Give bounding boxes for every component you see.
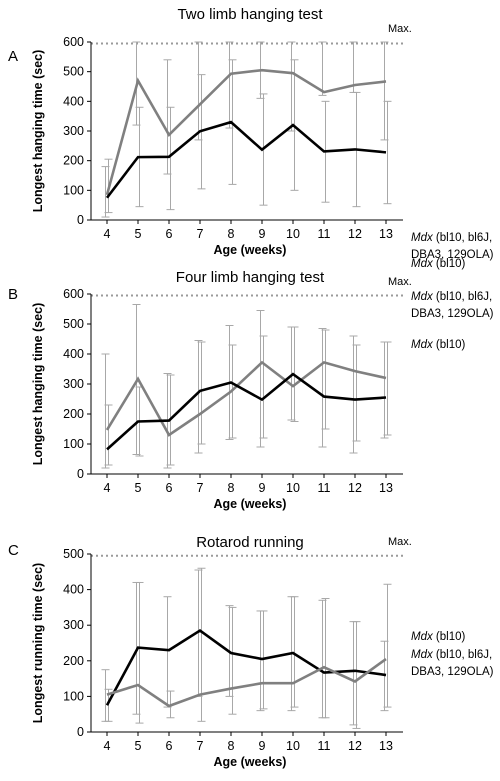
y-tick-label: 200 [63,654,84,668]
legend-strain: Mdx [411,291,434,303]
x-tick-label: 9 [259,227,266,241]
max-label: Max. [388,23,412,35]
y-axis-label: Longest running time (sec) [31,563,45,723]
x-tick-label: 8 [228,227,235,241]
y-tick-label: 400 [63,347,84,361]
legend-label: Mdx (bl10, bl6J, [411,232,492,244]
y-tick-label: 200 [63,407,84,421]
x-tick-label: 9 [259,481,266,495]
x-tick-label: 7 [197,481,204,495]
y-axis-label: Longest hanging time (sec) [31,303,45,466]
x-tick-label: 5 [135,481,142,495]
legend-label: DBA3, 129OLA) [411,249,494,261]
series-line [105,628,387,706]
legend-label: DBA3, 129OLA) [411,666,494,678]
legend-label: DBA3, 129OLA) [411,308,494,320]
y-tick-label: 0 [77,213,84,227]
panel-letter: A [8,48,18,65]
x-tick-label: 13 [379,481,393,495]
x-tick-label: 4 [104,227,111,241]
x-axis-label: Age (weeks) [214,497,287,511]
x-tick-label: 11 [318,227,331,241]
x-tick-label: 6 [166,227,173,241]
y-tick-label: 500 [63,317,84,331]
x-tick-label: 12 [348,739,362,753]
chart-panel-A: A Two limb hanging test Max. 0 100 200 300 400 5… [8,6,494,270]
x-tick-label: 6 [166,739,173,753]
legend-strain: Mdx [411,232,434,244]
x-tick-label: 5 [135,739,142,753]
x-tick-label: 11 [318,481,331,495]
legend-detail: (bl10) [433,258,466,270]
y-tick-label: 300 [63,618,84,632]
x-tick-label: 4 [104,739,111,753]
chart-title: Rotarod running [196,534,304,551]
series-line [106,372,387,451]
legend-detail: (bl10, bl6J, [433,291,492,303]
x-tick-label: 5 [135,227,142,241]
legend-detail: (bl10) [433,339,466,351]
legend-strain: Mdx [411,631,434,643]
y-tick-label: 200 [63,154,84,168]
chart-panel-B: B Four limb hanging test Max. 0 100 200 300 400… [8,269,494,511]
max-label: Max. [388,276,412,288]
legend-label: Mdx (bl10, bl6J, [411,649,492,661]
x-tick-label: 10 [286,227,300,241]
legend-label: Mdx (bl10) [411,258,466,270]
legend-detail: DBA3, 129OLA) [411,308,494,320]
y-tick-label: 600 [63,35,84,49]
legend-detail: DBA3, 129OLA) [411,666,494,678]
y-tick-label: 400 [63,583,84,597]
y-tick-label: 300 [63,124,84,138]
x-tick-label: 9 [259,739,266,753]
x-tick-label: 6 [166,481,173,495]
y-tick-label: 0 [77,725,84,739]
x-tick-label: 4 [104,481,111,495]
x-tick-label: 8 [228,739,235,753]
x-axis-label: Age (weeks) [214,243,287,257]
y-tick-label: 400 [63,94,84,108]
chart-panel-C: C Rotarod running Max. 0 100 200 300 400 500 4 5 6 7… [8,534,494,769]
legend-detail: (bl10) [433,631,466,643]
y-tick-label: 100 [63,183,84,197]
y-tick-label: 500 [63,547,84,561]
chart-title: Four limb hanging test [176,269,325,286]
x-tick-label: 10 [286,481,300,495]
max-label: Max. [388,536,412,548]
x-tick-label: 7 [197,739,204,753]
legend-label: Mdx (bl10, bl6J, [411,291,492,303]
legend-strain: Mdx [411,339,434,351]
x-tick-label: 13 [379,739,393,753]
legend-detail: (bl10, bl6J, [433,649,492,661]
x-tick-label: 7 [197,227,204,241]
chart-title: Two limb hanging test [177,6,323,23]
series-line [105,120,387,199]
legend-label: Mdx (bl10) [411,631,466,643]
y-tick-label: 100 [63,689,84,703]
y-tick-label: 0 [77,467,84,481]
x-tick-label: 12 [348,481,362,495]
x-tick-label: 12 [348,227,362,241]
series-line [106,657,387,708]
series-line [105,360,387,437]
legend-detail: (bl10, bl6J, [433,232,492,244]
legend-detail: DBA3, 129OLA) [411,249,494,261]
panel-letter: C [8,542,19,559]
legend-strain: Mdx [411,649,434,661]
x-axis-label: Age (weeks) [214,755,287,769]
x-tick-label: 11 [318,739,331,753]
y-tick-label: 600 [63,287,84,301]
y-tick-label: 500 [63,65,84,79]
x-tick-label: 10 [286,739,300,753]
legend-strain: Mdx [411,258,434,270]
y-axis-label: Longest hanging time (sec) [31,50,45,213]
y-tick-label: 100 [63,437,84,451]
x-tick-label: 8 [228,481,235,495]
series-line [105,68,387,196]
y-tick-label: 300 [63,377,84,391]
legend-label: Mdx (bl10) [411,339,466,351]
x-tick-label: 13 [379,227,393,241]
panel-letter: B [8,286,18,303]
